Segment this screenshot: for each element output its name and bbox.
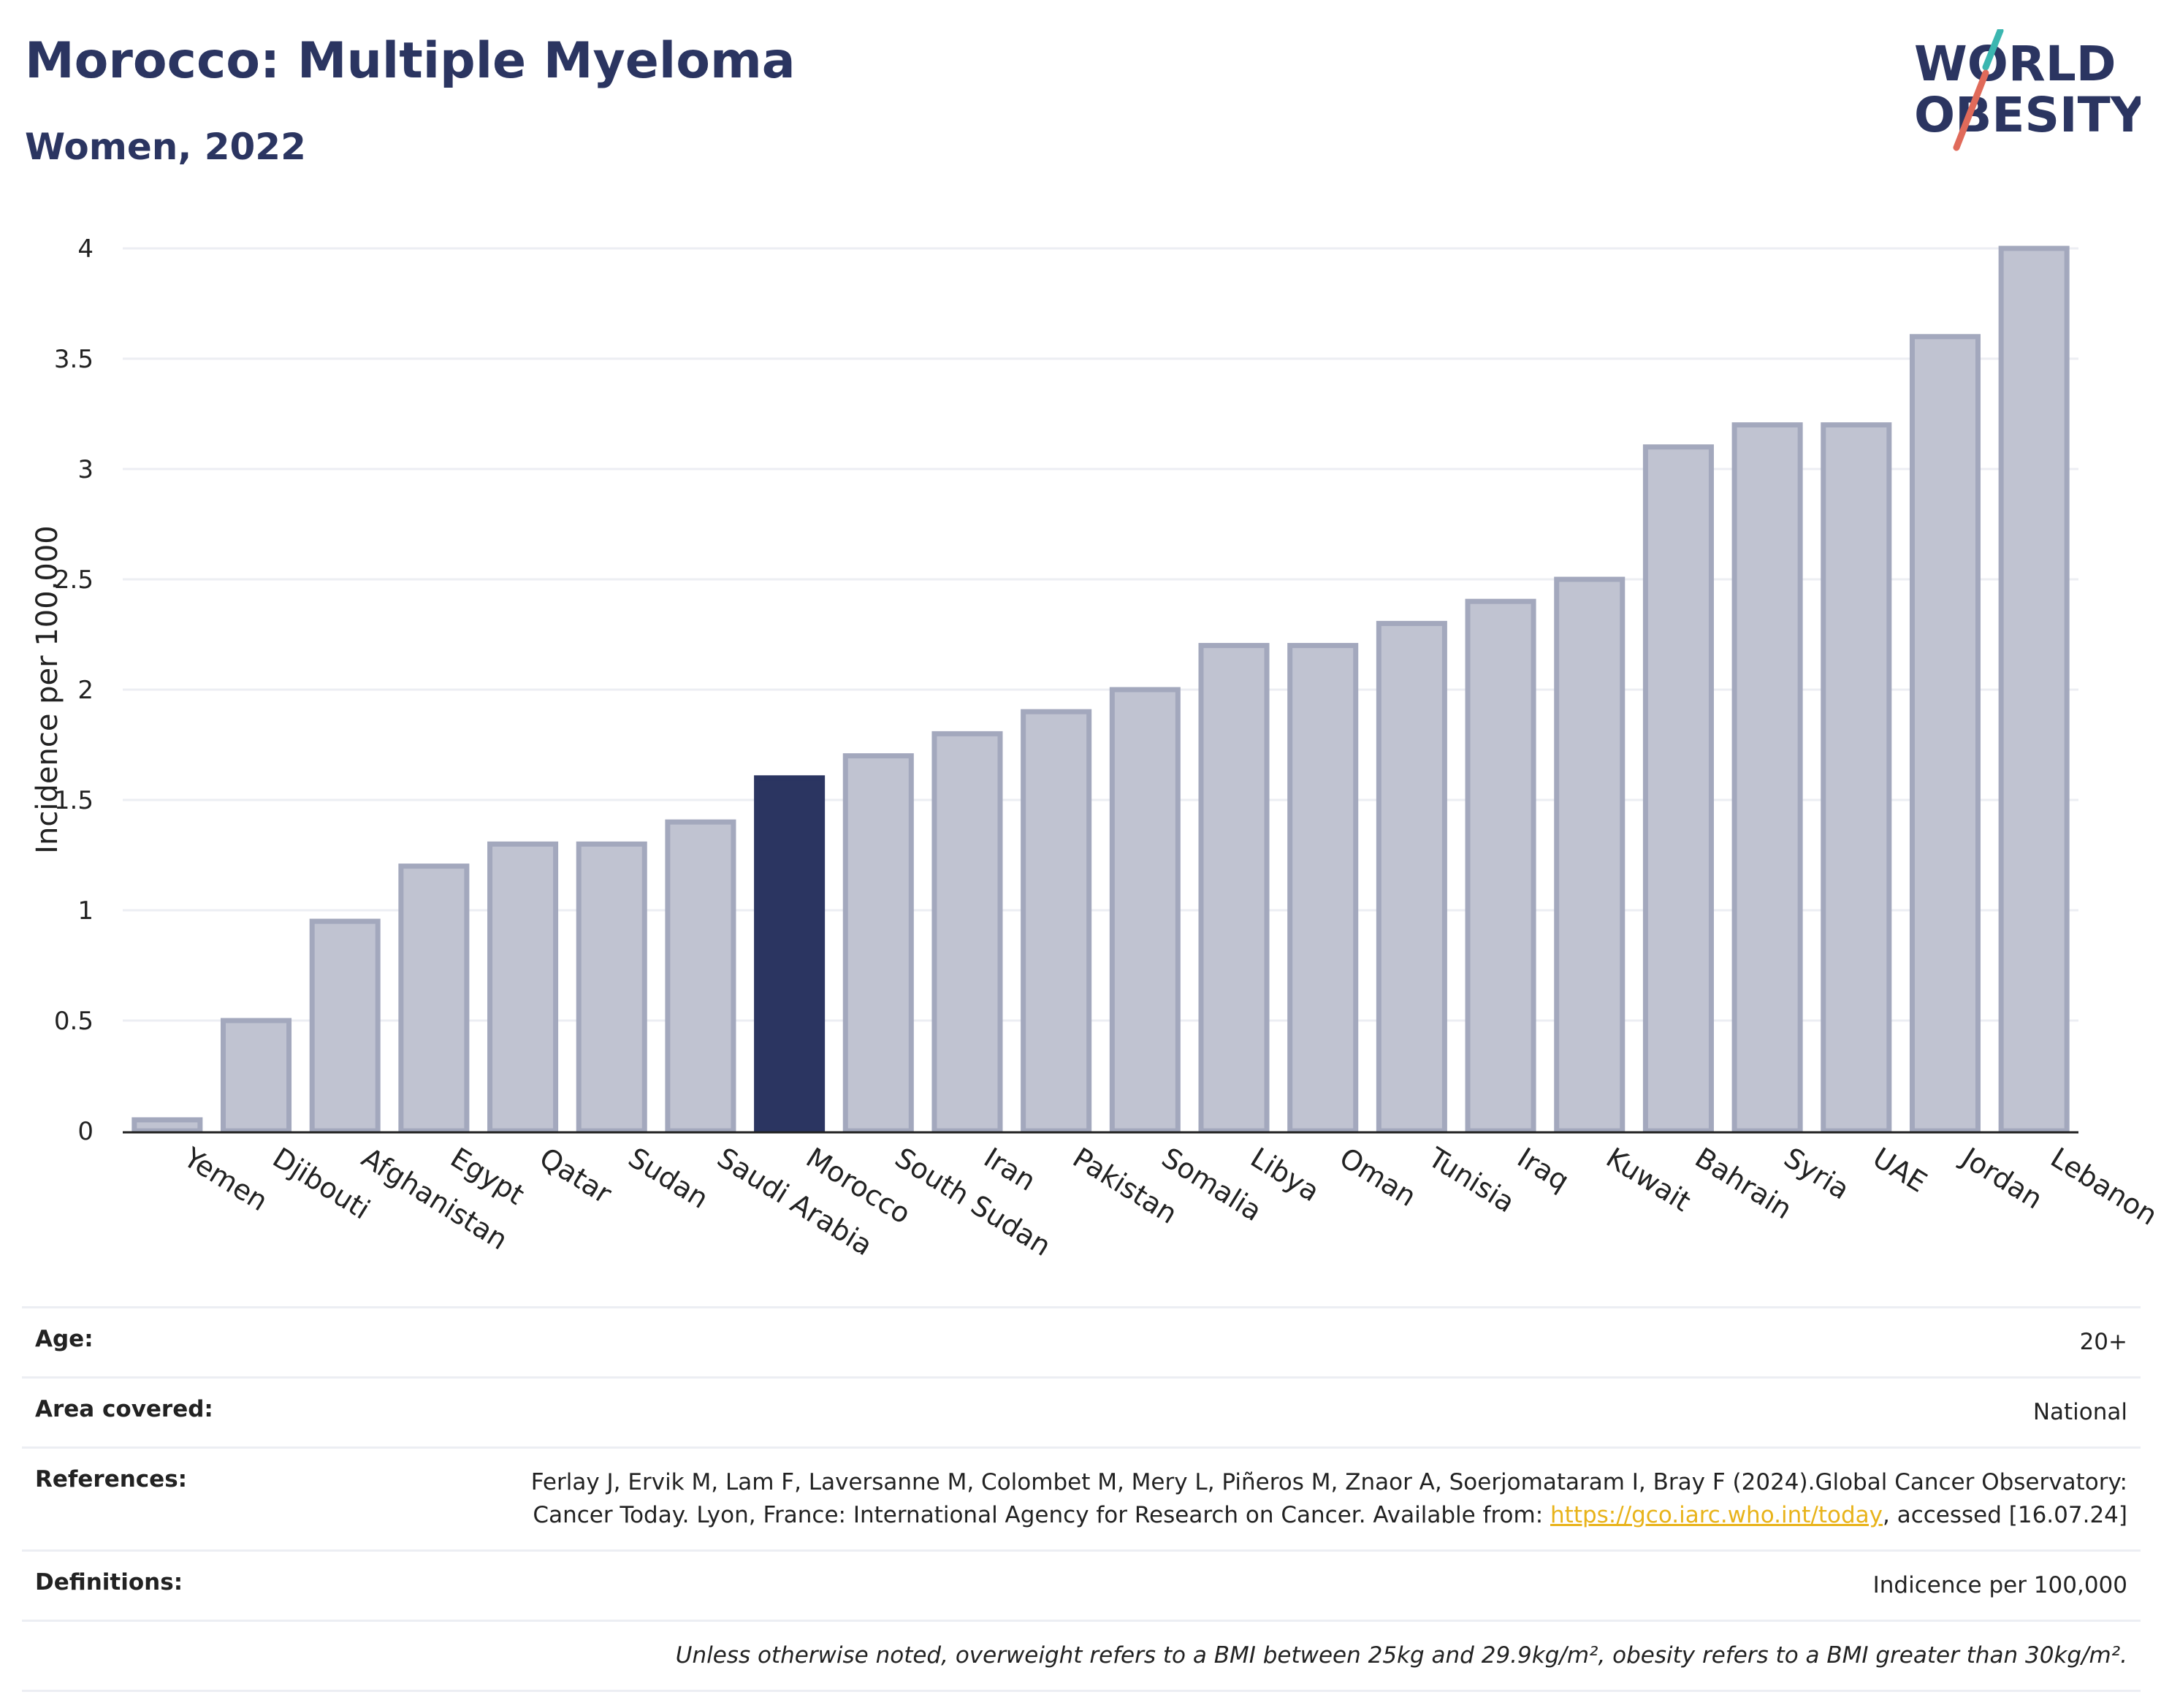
bar-bahrain (1642, 444, 1714, 1134)
logo-slash-coral (1953, 69, 1989, 151)
obesity-note: Unless otherwise noted, overweight refer… (675, 1642, 2127, 1669)
x-tick-label: Qatar (534, 1141, 617, 1210)
x-tick-label: Tunisia (1422, 1141, 1520, 1219)
area-value: National (2032, 1399, 2127, 1425)
bar-yemen (132, 1117, 203, 1134)
y-tick-label: 2 (77, 676, 94, 705)
bar-syria (1731, 422, 1803, 1134)
x-tick-label: Iran (978, 1141, 1041, 1197)
age-value: 20+ (2079, 1329, 2127, 1355)
bar-egypt (398, 863, 470, 1134)
bar-djibouti (221, 1018, 292, 1134)
y-tick-label: 1.5 (54, 786, 94, 815)
definitions-value: Indicence per 100,000 (1872, 1572, 2127, 1598)
references-label: References: (35, 1466, 188, 1492)
bar-kuwait (1554, 576, 1625, 1134)
bar-afghanistan (309, 918, 381, 1134)
x-tick-label: Bahrain (1690, 1141, 1798, 1225)
x-tick-label: Jordan (1955, 1140, 2048, 1215)
definitions-label: Definitions: (35, 1569, 183, 1595)
bar-south-sudan (842, 753, 914, 1134)
x-tick-label: Lebanon (2045, 1141, 2161, 1232)
y-tick-label: 3 (77, 455, 94, 484)
info-row-references: References: Ferlay J, Ervik M, Lam F, La… (22, 1446, 2141, 1549)
info-row-note: Unless otherwise noted, overweight refer… (22, 1620, 2141, 1692)
logo-text-obesity: OBESITY (1914, 87, 2141, 143)
references-text-end: , accessed [16.07.24] (1882, 1502, 2127, 1528)
x-tick-label: Sudan (622, 1141, 714, 1215)
y-tick-label: 1 (77, 896, 94, 926)
bar-somalia (1109, 687, 1181, 1134)
bar-lebanon (1998, 245, 2070, 1134)
info-row-area: Area covered: National (22, 1376, 2141, 1446)
bar-chart: 0 0.5 1 1.5 2 2.5 3 3.5 4 YemenDjiboutiAfghanist… (31, 235, 2161, 1262)
logo-text-world: WORLD (1914, 36, 2116, 92)
bars (132, 245, 2070, 1134)
info-row-age: Age: 20+ (22, 1306, 2141, 1376)
y-tick-label: 3.5 (54, 345, 94, 374)
x-tick-label: Oman (1334, 1141, 1422, 1213)
bar-jordan (1909, 334, 1981, 1134)
age-label: Age: (35, 1326, 94, 1352)
y-tick-label: 0.5 (54, 1007, 94, 1036)
bar-sudan (576, 841, 647, 1134)
info-table: Age: 20+ Area covered: National Referenc… (22, 1306, 2141, 1692)
x-tick-label: Djibouti (267, 1141, 376, 1225)
y-axis-ticks: 0 0.5 1 1.5 2 2.5 3 3.5 4 (54, 235, 94, 1146)
x-tick-label: Yemen (178, 1141, 273, 1218)
references-link[interactable]: https://gco.iarc.who.int/today (1550, 1502, 1883, 1528)
bar-morocco (754, 775, 826, 1134)
bar-libya (1198, 643, 1270, 1134)
bar-tunisia (1376, 620, 1447, 1134)
y-tick-label: 4 (77, 235, 94, 264)
x-tick-label: Iraq (1512, 1141, 1574, 1197)
bar-iran (931, 731, 1003, 1134)
bar-iraq (1465, 598, 1536, 1134)
chart-subtitle: Women, 2022 (25, 126, 306, 168)
y-tick-label: 2.5 (54, 565, 94, 595)
x-tick-label: Saudi Arabia (712, 1141, 878, 1262)
chart-title: Morocco: Multiple Myeloma (25, 32, 796, 90)
y-tick-label: 0 (77, 1117, 94, 1146)
x-tick-label: Kuwait (1601, 1141, 1696, 1218)
world-obesity-logo: WORLD OBESITY (1914, 29, 2141, 151)
bar-uae (1821, 422, 1892, 1134)
bar-saudi-arabia (665, 819, 736, 1134)
references-text: Ferlay J, Ervik M, Lam F, Laversanne M, … (530, 1469, 2127, 1528)
info-row-definitions: Definitions: Indicence per 100,000 (22, 1549, 2141, 1620)
logo-slash-teal (1982, 29, 2004, 71)
y-axis-label: Incidence per 100,000 (31, 525, 64, 854)
references-value: Ferlay J, Ervik M, Lam F, Laversanne M, … (520, 1466, 2127, 1532)
bar-qatar (487, 841, 559, 1134)
area-label: Area covered: (35, 1396, 213, 1422)
x-tick-label: UAE (1867, 1141, 1932, 1199)
bar-oman (1287, 643, 1359, 1134)
bar-pakistan (1021, 709, 1092, 1134)
